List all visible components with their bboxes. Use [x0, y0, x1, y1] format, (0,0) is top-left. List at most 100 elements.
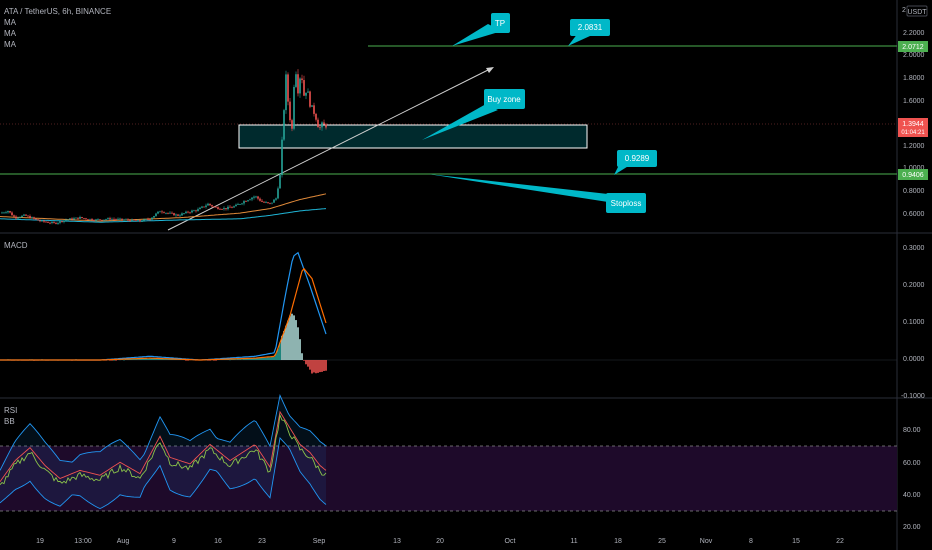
- rsi-title[interactable]: RSI: [4, 406, 18, 415]
- candle-body: [253, 196, 255, 198]
- candle-body: [51, 222, 53, 224]
- candle-body: [275, 198, 277, 200]
- candle-body: [257, 196, 259, 199]
- macd-legend: MACD: [4, 240, 28, 251]
- candle-body: [261, 200, 263, 202]
- candle-body: [319, 127, 321, 129]
- candle-body: [137, 220, 139, 221]
- candle-body: [73, 218, 75, 220]
- macd-tick: 0.3000: [903, 245, 925, 252]
- currency-badge: [906, 5, 928, 17]
- candle-body: [165, 212, 167, 214]
- candle-body: [187, 211, 189, 213]
- tp-callout-tail: [452, 24, 502, 46]
- candle-body: [47, 222, 49, 223]
- candle-body: [263, 201, 265, 203]
- stop-value-callout-box: [617, 150, 657, 167]
- macd-title[interactable]: MACD: [4, 241, 28, 250]
- candle-body: [283, 110, 285, 140]
- buy-zone-rect[interactable]: [238, 124, 588, 149]
- stoploss-callout[interactable]: Stoploss: [428, 174, 646, 213]
- macd-histogram-bar: [275, 353, 277, 360]
- candle-body: [239, 204, 241, 205]
- macd-histogram-bar: [295, 320, 297, 360]
- candle-body: [291, 120, 293, 129]
- buy-zone-callout[interactable]: Buy zone: [422, 89, 525, 140]
- macd-histogram-bar: [293, 315, 295, 360]
- stop-value-callout[interactable]: 0.9289: [614, 150, 657, 175]
- indicator-ma-2[interactable]: MA: [4, 29, 16, 38]
- candle-body: [11, 212, 13, 216]
- macd-tick: 0.2000: [903, 282, 925, 289]
- candles: [1, 69, 327, 225]
- candle-body: [67, 219, 69, 221]
- tp-callout-label: TP: [495, 19, 505, 28]
- candle-body: [129, 220, 131, 222]
- tp-callout[interactable]: TP: [452, 13, 510, 46]
- macd-signal-line: [0, 267, 327, 361]
- candle-body: [117, 218, 119, 220]
- candle-body: [97, 219, 99, 221]
- candle-body: [29, 215, 31, 219]
- candle-body: [317, 119, 319, 128]
- macd-histogram-bar: [233, 359, 235, 360]
- macd-histogram-bar: [267, 357, 269, 360]
- candle-body: [101, 219, 103, 221]
- candle-body: [243, 201, 245, 204]
- buy-zone-callout-label: Buy zone: [487, 95, 521, 104]
- macd-histogram-bar: [137, 359, 139, 360]
- candle-body: [151, 217, 153, 220]
- time-tick: 13:00: [74, 538, 92, 545]
- candle-body: [293, 86, 295, 129]
- candle-body: [279, 175, 281, 189]
- macd-histogram-bar: [241, 359, 243, 360]
- candle-body: [69, 218, 71, 220]
- candle-body: [247, 200, 249, 202]
- candle-body: [311, 105, 313, 107]
- indicator-ma-1[interactable]: MA: [4, 18, 16, 27]
- candle-body: [57, 222, 59, 224]
- rsi-panel: [0, 394, 327, 509]
- rsi-tick: 40.00: [903, 492, 921, 499]
- macd-histogram-bar: [313, 360, 315, 373]
- bb-fill: [0, 395, 326, 509]
- macd-histogram-bar: [273, 356, 275, 360]
- bb-lower-line: [0, 437, 327, 509]
- candle-body: [215, 206, 217, 208]
- macd-histogram-bar: [215, 360, 217, 361]
- symbol-title[interactable]: ATA / TetherUS, 6h, BINANCE: [4, 7, 112, 16]
- macd-histogram-bar: [307, 360, 309, 367]
- time-tick: 25: [658, 538, 666, 545]
- bb-title[interactable]: BB: [4, 417, 15, 426]
- candle-body: [285, 74, 287, 111]
- time-tick: 15: [792, 538, 800, 545]
- candle-body: [305, 92, 307, 96]
- indicator-ma-3[interactable]: MA: [4, 40, 16, 49]
- macd-histogram-bar: [187, 360, 189, 361]
- current-price-label: 1.3944: [902, 121, 924, 128]
- trend-line[interactable]: [167, 67, 493, 231]
- tp-callout-box: [491, 13, 510, 33]
- time-tick: 9: [172, 538, 176, 545]
- candle-body: [169, 212, 171, 214]
- candle-body: [131, 219, 133, 222]
- candle-body: [145, 219, 147, 220]
- candle-body: [241, 203, 243, 205]
- macd-histogram-bar: [159, 358, 161, 360]
- candle-body: [25, 214, 27, 216]
- macd-histogram-bar: [265, 357, 267, 360]
- candle-body: [115, 219, 117, 220]
- candle-body: [255, 196, 257, 198]
- tp-value-callout[interactable]: 2.0831: [568, 19, 610, 46]
- candle-body: [323, 122, 325, 125]
- time-tick: 16: [214, 538, 222, 545]
- candle-body: [7, 211, 9, 213]
- candle-body: [13, 215, 15, 217]
- candle-body: [19, 217, 21, 218]
- candle-body: [109, 218, 111, 220]
- macd-histogram-bar: [163, 358, 165, 360]
- candle-body: [1, 212, 3, 214]
- candle-body: [189, 212, 191, 214]
- candle-body: [53, 222, 55, 223]
